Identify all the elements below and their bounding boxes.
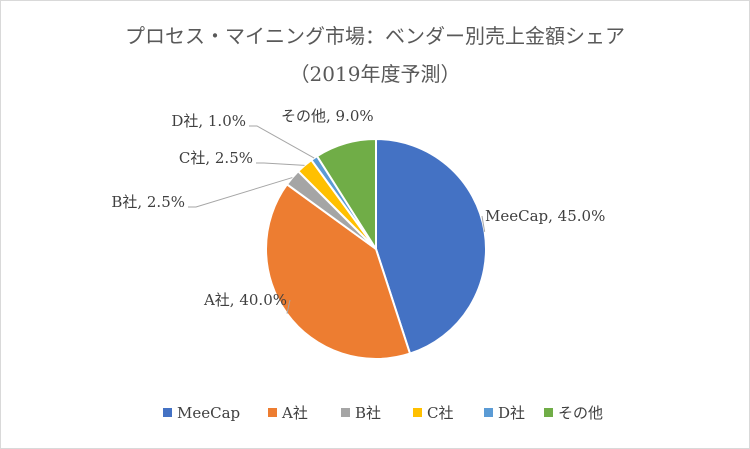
legend-swatch-6 bbox=[544, 408, 553, 417]
legend-label-1: MeeCap bbox=[177, 404, 240, 422]
pie-slice-6 bbox=[315, 137, 377, 253]
chart-title: プロセス・マイニング市場：ベンダー別売上金額シェア bbox=[125, 24, 625, 48]
legend-swatch-4 bbox=[413, 408, 422, 417]
leader-line-3 bbox=[188, 177, 293, 208]
pie-slices bbox=[265, 137, 487, 360]
legend-swatch-1 bbox=[163, 408, 172, 417]
leader-lines bbox=[188, 125, 486, 314]
leader-line-2 bbox=[286, 299, 291, 314]
data-label-6: その他, 9.0% bbox=[281, 107, 374, 125]
data-label-2: A社, 40.0% bbox=[203, 291, 287, 309]
legend-swatch-2 bbox=[268, 408, 277, 417]
legend: MeeCap A社 B社 C社 D社 その他 bbox=[163, 404, 603, 422]
data-label-1: MeeCap, 45.0% bbox=[485, 207, 605, 225]
legend-label-6: その他 bbox=[558, 404, 603, 422]
leader-line-1 bbox=[481, 215, 486, 232]
legend-label-4: C社 bbox=[427, 404, 453, 422]
data-label-4: C社, 2.5% bbox=[179, 149, 253, 167]
legend-label-5: D社 bbox=[498, 404, 525, 422]
legend-swatch-5 bbox=[484, 408, 493, 417]
legend-label-2: A社 bbox=[281, 404, 308, 422]
leader-line-4 bbox=[256, 162, 305, 166]
leader-line-5 bbox=[249, 125, 315, 159]
legend-swatch-3 bbox=[341, 408, 350, 417]
data-labels: MeeCap, 45.0% A社, 40.0% B社, 2.5% C社, 2.5% D社… bbox=[111, 107, 605, 309]
legend-label-3: B社 bbox=[355, 404, 381, 422]
data-label-3: B社, 2.5% bbox=[111, 193, 185, 211]
data-label-5: D社, 1.0% bbox=[171, 112, 246, 130]
chart-subtitle: （2019年度予測） bbox=[290, 62, 461, 86]
